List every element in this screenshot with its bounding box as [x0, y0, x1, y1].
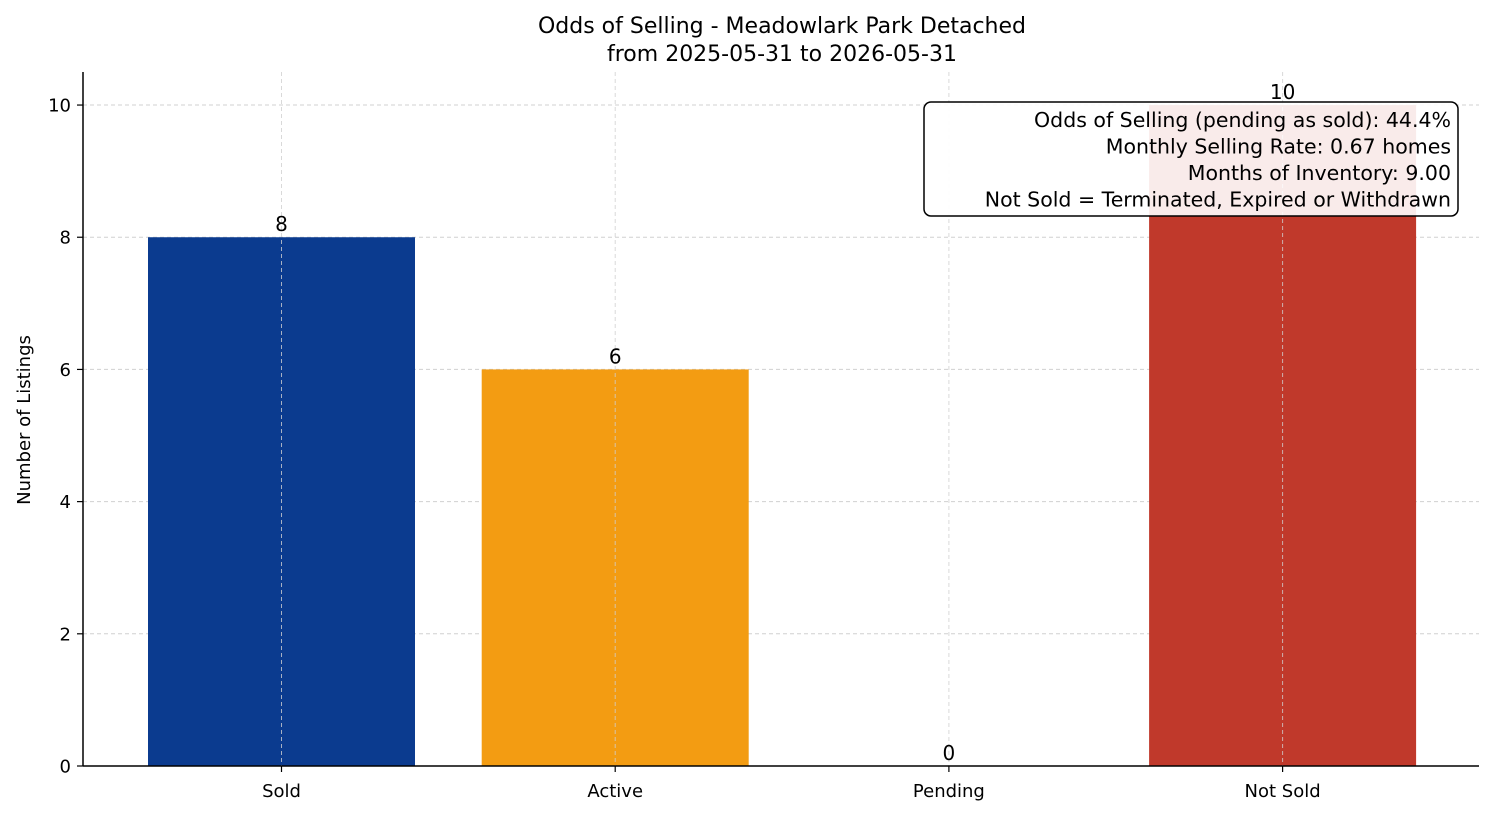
bar-value-label-3: 10	[1270, 80, 1295, 104]
annotation-line-2: Months of Inventory: 9.00	[1188, 161, 1451, 185]
chart-subtitle: from 2025-05-31 to 2026-05-31	[607, 42, 957, 67]
bar-labels-layer: 8 6 0 10	[275, 80, 1295, 765]
annotation-line-3: Not Sold = Terminated, Expired or Withdr…	[985, 188, 1451, 212]
x-tick-label-1: Active	[587, 781, 643, 802]
annotation-line-0: Odds of Selling (pending as sold): 44.4%	[1034, 108, 1451, 132]
y-tick-label-3: 6	[60, 360, 71, 381]
axes-layer	[82, 72, 1479, 767]
y-axis-label: Number of Listings	[14, 335, 35, 505]
x-tick-label-3: Not Sold	[1245, 781, 1321, 802]
bar-active	[481, 369, 749, 766]
annotation-line-1: Monthly Selling Rate: 0.67 homes	[1106, 135, 1451, 159]
y-tick-label-5: 10	[48, 96, 71, 117]
x-tick-label-0: Sold	[262, 781, 301, 802]
x-tick-label-2: Pending	[913, 781, 985, 802]
annotation-box-frame	[923, 101, 1459, 217]
y-tick-label-4: 8	[60, 228, 71, 249]
annotation-box: Odds of Selling (pending as sold): 44.4%…	[923, 101, 1459, 217]
y-tick-label-2: 4	[60, 492, 71, 513]
bar-value-label-0: 8	[275, 212, 288, 236]
y-tick-label-1: 2	[60, 624, 71, 645]
bar-value-label-2: 0	[943, 741, 956, 765]
y-tick-label-0: 0	[60, 757, 71, 778]
bar-value-label-1: 6	[609, 344, 622, 368]
chart-title: Odds of Selling - Meadowlark Park Detach…	[538, 14, 1026, 39]
ticks-layer: 0 2 4 6 8 10 Sold Active Pending Not Sold	[48, 96, 1321, 802]
